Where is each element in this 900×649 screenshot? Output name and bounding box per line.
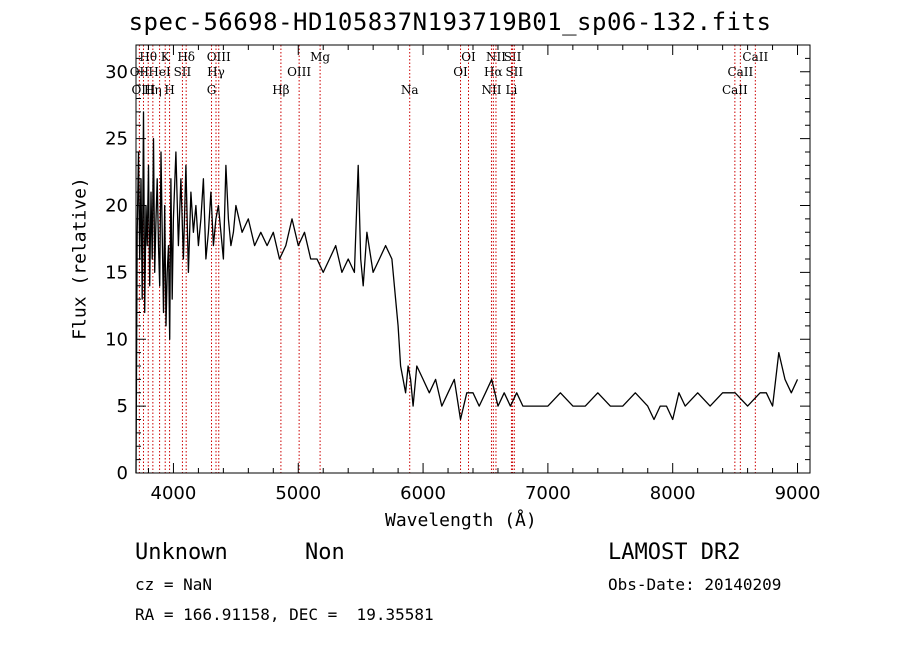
survey-name: LAMOST DR2 xyxy=(608,540,741,565)
radec-text: RA = 166.91158, DEC = 19.35581 xyxy=(135,605,434,624)
spectral-line-label: Li xyxy=(506,83,518,97)
x-tick-label: 5000 xyxy=(275,483,321,504)
spectral-line-label: Mg xyxy=(310,50,330,64)
y-tick-label: 5 xyxy=(117,396,128,417)
plot-frame xyxy=(135,44,811,474)
x-tick-label: 9000 xyxy=(775,483,821,504)
spectral-line-label: Hγ xyxy=(207,65,225,79)
redshift-text: cz = NaN xyxy=(135,575,213,594)
spectral-line-label: OI xyxy=(453,65,468,79)
x-tick-label: 6000 xyxy=(400,483,446,504)
spectral-line-label: CaII xyxy=(727,65,753,79)
chart-title: spec-56698-HD105837N193719B01_sp06-132.f… xyxy=(128,8,772,36)
y-tick-label: 10 xyxy=(105,329,128,350)
spectral-line-label: Hα xyxy=(484,65,503,79)
spectral-line-label: Hβ xyxy=(272,83,289,97)
x-tick-label: 7000 xyxy=(525,483,571,504)
spectral-line-label: G xyxy=(207,83,217,97)
spectral-line-label: OIII xyxy=(131,83,155,97)
spectral-line-label: Hδ xyxy=(177,50,195,64)
object-subclass: Non xyxy=(305,540,345,565)
spectral-line-label: CaII xyxy=(742,50,768,64)
x-axis-label: Wavelength (Å) xyxy=(385,510,537,531)
y-axis-label: Flux (relative) xyxy=(69,177,91,340)
spectral-line-label: OI xyxy=(461,50,476,64)
spectral-line-label: NII xyxy=(481,83,501,97)
spectral-line-label: H xyxy=(164,83,174,97)
spectral-line-label: OIII xyxy=(207,50,231,64)
spectral-line-label: OIII xyxy=(287,65,311,79)
object-class: Unknown xyxy=(135,540,228,565)
y-tick-label: 30 xyxy=(105,62,128,83)
y-tick-label: 15 xyxy=(105,262,128,283)
spectral-line-label: SII xyxy=(505,65,523,79)
x-tick-label: 8000 xyxy=(650,483,696,504)
spectral-line-label: SII xyxy=(504,50,522,64)
spectral-line-label: Hθ xyxy=(139,50,157,64)
spectral-line-label: CaII xyxy=(722,83,748,97)
y-tick-label: 20 xyxy=(105,196,128,217)
y-tick-label: 25 xyxy=(105,129,128,150)
obs-date: Obs-Date: 20140209 xyxy=(608,575,782,594)
spectral-line-label: SII xyxy=(174,65,192,79)
y-tick-label: 0 xyxy=(117,463,128,484)
spectral-line-label: Hη xyxy=(144,83,162,97)
spectral-line-label: HeI xyxy=(148,65,171,79)
spectral-line-label: Na xyxy=(401,83,419,97)
x-tick-label: 4000 xyxy=(151,483,197,504)
spectral-line-label: K xyxy=(161,50,171,64)
spectrum-line xyxy=(135,111,799,474)
